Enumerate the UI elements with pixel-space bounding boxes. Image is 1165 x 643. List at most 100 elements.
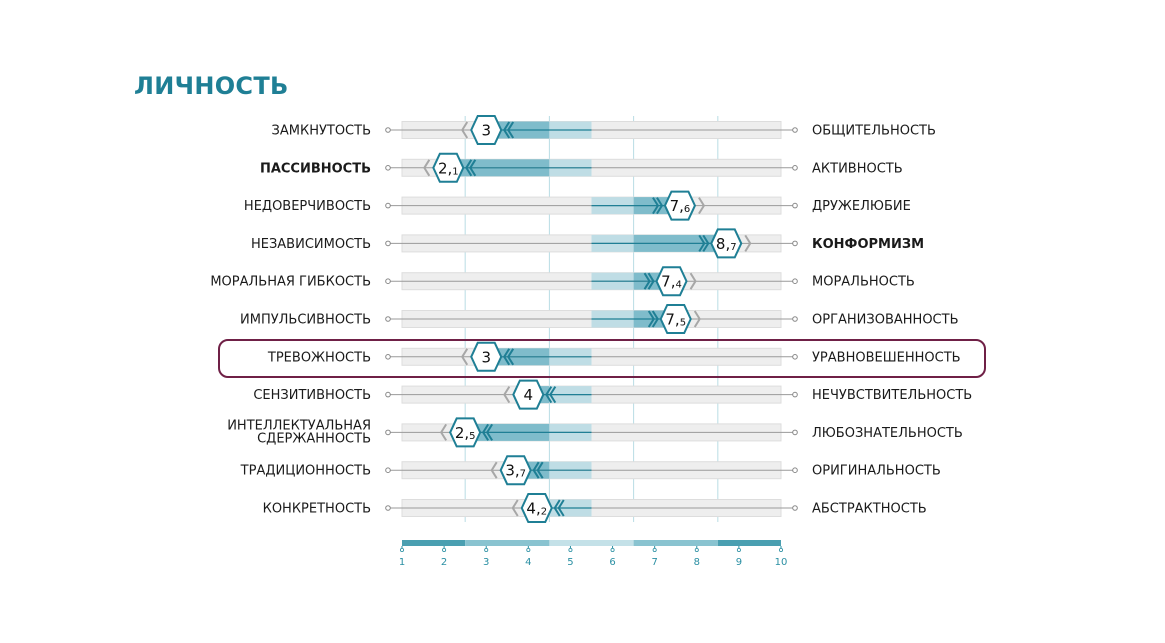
x-tick-label: 4 [525,557,531,568]
row-end-dot-left [385,202,391,209]
score-dec: 2 [541,507,547,518]
right-pole-label: ДРУЖЕЛЮБИЕ [812,199,911,214]
scale-row: ЗАМКНУТОСТЬ ОБЩИТЕЛЬНОСТЬ [272,121,936,139]
marker-chevron-right [698,197,706,215]
score-int: 4 [524,386,534,404]
scale-legend-segment [549,540,634,546]
scale-legend-segment [402,540,466,546]
x-axis: 1 2 3 4 5 6 7 8 9 10 [399,540,787,568]
marker-chevron-left [698,234,706,252]
left-pole-label: НЕДОВЕРЧИВОСТЬ [244,199,371,214]
x-tick-label: 2 [441,557,447,568]
marker-chevron-right [469,159,477,177]
score-dec: 6 [684,204,690,215]
marker-chevron-left [511,499,519,517]
right-pole-label: ОРИГИНАЛЬНОСТЬ [812,464,941,479]
x-tick-dot [526,548,531,553]
x-tick-label: 1 [399,557,405,568]
x-tick-dot [779,548,784,553]
marker-chevron-right [744,234,752,252]
score-dec: 7 [730,242,736,253]
marker-chevron-left [647,310,655,328]
score-marker: 2,1 [423,152,477,183]
marker-hexagon [520,493,553,523]
x-tick-dot [442,548,447,553]
row-end-dot-left [385,127,391,133]
score-dec: 1 [452,166,458,177]
marker-hexagon [499,455,532,486]
marker-chevron-left [643,272,651,290]
marker-chevron-right [532,461,540,479]
score-int: 7, [661,273,675,291]
highlighted-row-frame [218,339,986,378]
score-value: 7,6 [670,197,691,215]
marker-chevron-right [507,121,515,139]
left-pole-label: ИМПУЛЬСИВНОСТЬ [240,313,371,328]
marker-chevron-right [485,423,494,441]
score-marker: 7,5 [647,304,701,334]
left-pole-label: ТРАДИЦИОННОСТЬ [240,464,371,479]
scale-row: НЕДОВЕРЧИВОСТЬ ДРУЖЕЛЮБИЕ [244,196,911,215]
marker-hexagon [663,190,697,221]
score-value: 4,2 [526,500,547,518]
scale-row: КОНКРЕТНОСТЬ АБСТРАКТНОСТЬ [263,499,927,517]
row-end-dot-right [792,316,798,322]
row-end-dot-right [792,165,798,171]
x-tick-label: 5 [567,557,573,568]
score-dec: 4 [675,280,681,291]
marker-chevron-right [507,348,515,366]
score-value: 2,5 [455,424,476,442]
score-dec: 5 [469,431,475,442]
score-value: 7,5 [665,311,686,329]
score-int: 8, [716,235,730,253]
marker-chevron-left [647,272,655,290]
score-value: 3,7 [505,462,526,480]
right-pole-label: НЕЧУВСТВИТЕЛЬНОСТЬ [812,388,972,403]
row-end-dot-right [792,354,798,360]
rows-layer: ЗАМКНУТОСТЬ ОБЩИТЕЛЬНОСТЬ ПАССИВНОСТЬ АКТИВ… [210,121,972,517]
marker-chevron-left [652,197,660,215]
left-pole-label-line: ИНТЕЛЛЕКТУАЛЬНАЯ [227,418,371,433]
row-end-dot-right [792,505,798,511]
x-tick-dot [736,548,741,553]
row-end-dot-right [792,429,798,436]
scale-row: НЕЗАВИСИМОСТЬ КОНФОРМИЗМ [251,234,924,253]
score-value: 2,1 [438,159,459,177]
right-pole-label: АБСТРАКТНОСТЬ [812,502,927,517]
x-tick-dot [652,548,657,553]
x-tick-label: 3 [483,557,489,568]
x-tick-dot [568,548,573,553]
score-marker: 3,7 [490,455,544,486]
row-end-dot-right [792,278,798,285]
right-pole-label: ОБЩИТЕЛЬНОСТЬ [812,124,936,139]
x-tick-dot [610,548,615,553]
marker-hexagon [470,115,503,145]
row-end-dot-left [385,316,391,322]
marker-chevron-left [461,348,469,366]
x-tick-dot [694,548,699,553]
row-end-dot-right [792,240,798,247]
right-pole-label: ОРГАНИЗОВАННОСТЬ [812,313,959,328]
marker-hexagon [449,417,482,448]
marker-chevron-right [689,272,697,290]
x-tick-label: 8 [694,557,700,568]
score-value: 8,7 [716,235,737,253]
scale-legend-segment [465,540,550,546]
score-int: 2, [455,424,469,442]
marker-hexagon [710,228,743,259]
left-pole-label-line: СДЕРЖАННОСТЬ [257,431,371,446]
marker-chevron-left [702,234,710,252]
left-pole-label: МОРАЛЬНАЯ ГИБКОСТЬ [210,275,371,290]
marker-hexagon [432,152,465,183]
marker-chevron-right [549,386,557,404]
marker-chevron-right [553,499,561,517]
left-pole-label: ПАССИВНОСТЬ [260,161,371,176]
left-pole-label: КОНКРЕТНОСТЬ [263,502,371,517]
x-tick-label: 9 [736,557,742,568]
right-pole-label: ЛЮБОЗНАТЕЛЬНОСТЬ [812,426,963,441]
marker-chevron-right [503,348,511,366]
scale-legend-segment [717,540,781,546]
marker-chevron-right [557,499,565,517]
